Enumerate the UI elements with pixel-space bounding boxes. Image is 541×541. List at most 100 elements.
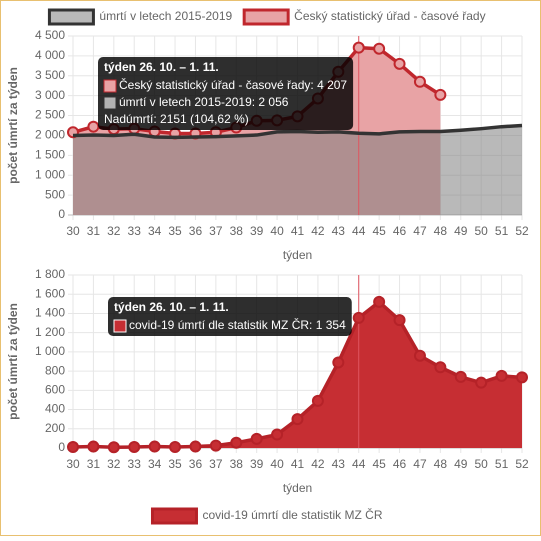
point bbox=[87, 120, 100, 133]
x-tick-label: 40 bbox=[270, 457, 284, 471]
point bbox=[495, 369, 508, 382]
point bbox=[516, 371, 528, 384]
tooltip-item: úmrtí v letech 2015-2019: 2 056 bbox=[119, 95, 289, 109]
legend-swatch bbox=[47, 8, 95, 26]
y-tick-label: 0 bbox=[58, 440, 65, 454]
x-tick-label: 33 bbox=[128, 224, 142, 238]
y-tick-label: 4 500 bbox=[35, 28, 65, 42]
x-tick-label: 46 bbox=[393, 224, 407, 238]
point bbox=[311, 394, 324, 407]
point bbox=[393, 314, 406, 327]
y-tick-label: 2 500 bbox=[35, 108, 65, 122]
x-tick-label: 30 bbox=[66, 224, 80, 238]
point bbox=[230, 436, 243, 449]
tooltip-swatch bbox=[113, 319, 127, 333]
x-tick-label: 45 bbox=[372, 224, 386, 238]
x-tick-label: 37 bbox=[209, 224, 223, 238]
x-tick-label: 41 bbox=[291, 224, 305, 238]
point bbox=[189, 440, 202, 453]
y-axis-title: počet úmrtí za týden bbox=[6, 303, 20, 420]
x-tick-label: 38 bbox=[230, 224, 244, 238]
x-tick-label: 48 bbox=[434, 457, 448, 471]
point bbox=[352, 41, 365, 54]
x-tick-label: 38 bbox=[230, 457, 244, 471]
x-tick-label: 48 bbox=[434, 224, 448, 238]
x-tick-label: 51 bbox=[495, 224, 509, 238]
point bbox=[271, 428, 284, 441]
y-tick-label: 2 000 bbox=[35, 128, 65, 142]
x-tick-label: 45 bbox=[372, 457, 386, 471]
point bbox=[413, 75, 426, 88]
x-tick-label: 30 bbox=[66, 457, 80, 471]
x-tick-label: 33 bbox=[128, 457, 142, 471]
tooltip: týden 26. 10. – 1. 11. Český statistický … bbox=[98, 57, 354, 130]
legend-swatch bbox=[242, 8, 290, 26]
tooltip-box bbox=[108, 297, 352, 336]
point bbox=[373, 42, 386, 55]
y-tick-label: 0 bbox=[58, 207, 65, 221]
point bbox=[107, 441, 120, 454]
x-tick-label: 31 bbox=[87, 457, 101, 471]
y-tick-label: 3 500 bbox=[35, 68, 65, 82]
y-tick-label: 1 000 bbox=[35, 344, 65, 358]
x-tick-label: 32 bbox=[107, 224, 121, 238]
point bbox=[373, 295, 386, 308]
y-tick-label: 200 bbox=[45, 421, 65, 435]
point bbox=[332, 356, 345, 369]
tooltip-item: covid-19 úmrtí dle statistik MZ ČR: 1 35… bbox=[129, 317, 346, 332]
x-tick-label: 41 bbox=[291, 457, 305, 471]
legend-label: úmrtí v letech 2015-2019 bbox=[99, 9, 232, 23]
x-tick-label: 50 bbox=[475, 457, 489, 471]
tooltip-title: týden 26. 10. – 1. 11. bbox=[104, 60, 219, 74]
y-tick-label: 1 200 bbox=[35, 325, 65, 339]
x-tick-label: 40 bbox=[270, 224, 284, 238]
tooltip-item: Nadúmrtí: 2151 (104,62 %) bbox=[104, 112, 249, 126]
x-tick-label: 37 bbox=[209, 457, 223, 471]
point bbox=[434, 88, 447, 101]
tooltip-swatch bbox=[103, 79, 117, 93]
y-tick-label: 1 500 bbox=[35, 148, 65, 162]
point bbox=[209, 439, 222, 452]
point bbox=[352, 311, 365, 324]
legend-label: covid-19 úmrtí dle statistik MZ ČR bbox=[202, 507, 382, 522]
point bbox=[434, 361, 447, 374]
point bbox=[291, 413, 304, 426]
point bbox=[128, 441, 141, 454]
tooltip-title: týden 26. 10. – 1. 11. bbox=[114, 300, 229, 314]
x-tick-label: 32 bbox=[107, 457, 121, 471]
y-tick-label: 500 bbox=[45, 187, 65, 201]
x-tick-label: 36 bbox=[189, 457, 203, 471]
y-tick-label: 1 000 bbox=[35, 167, 65, 181]
point bbox=[250, 432, 263, 445]
y-tick-label: 3 000 bbox=[35, 88, 65, 102]
x-tick-label: 34 bbox=[148, 457, 162, 471]
x-tick-label: 36 bbox=[189, 224, 203, 238]
y-tick-label: 400 bbox=[45, 402, 65, 416]
x-tick-label: 34 bbox=[148, 224, 162, 238]
point bbox=[148, 440, 161, 453]
point bbox=[67, 441, 79, 454]
tooltip: týden 26. 10. – 1. 11. covid-19 úmrtí dle… bbox=[108, 297, 352, 336]
line bbox=[72, 123, 523, 140]
x-tick-label: 49 bbox=[454, 224, 468, 238]
x-tick-label: 49 bbox=[454, 457, 468, 471]
x-tick-label: 42 bbox=[311, 224, 325, 238]
x-tick-label: 39 bbox=[250, 457, 264, 471]
x-axis-title: týden bbox=[283, 248, 312, 262]
y-tick-label: 800 bbox=[45, 363, 65, 377]
point bbox=[87, 440, 100, 453]
tooltip-item: Český statistický úřad - časové řady: 4 … bbox=[119, 77, 347, 92]
y-tick-label: 4 000 bbox=[35, 48, 65, 62]
x-tick-label: 35 bbox=[168, 224, 182, 238]
y-tick-label: 1 800 bbox=[35, 267, 65, 281]
x-tick-label: 46 bbox=[393, 457, 407, 471]
y-tick-label: 1 600 bbox=[35, 286, 65, 300]
y-tick-label: 600 bbox=[45, 383, 65, 397]
x-tick-label: 52 bbox=[515, 457, 529, 471]
x-tick-label: 31 bbox=[87, 224, 101, 238]
point bbox=[169, 441, 182, 454]
x-tick-label: 47 bbox=[413, 457, 427, 471]
x-tick-label: 43 bbox=[332, 224, 346, 238]
point bbox=[475, 376, 488, 389]
